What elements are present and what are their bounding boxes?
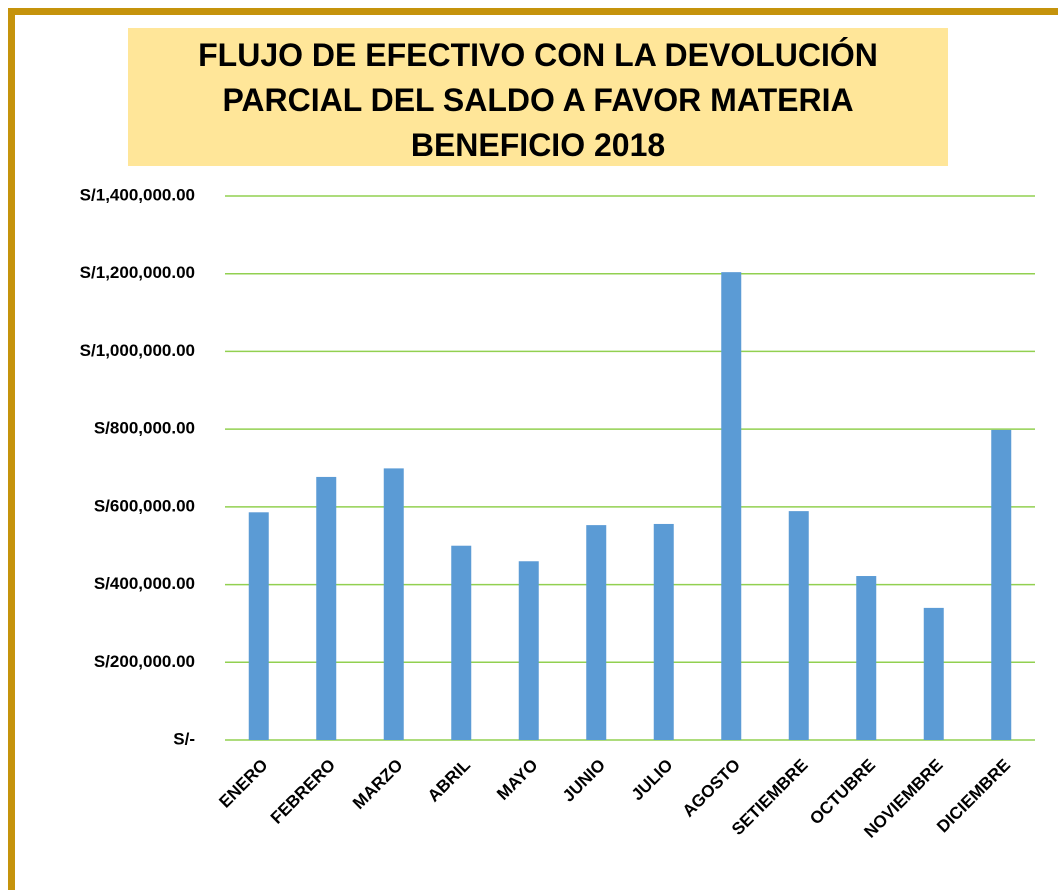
bar (586, 525, 607, 740)
y-tick-label: S/200,000.00 (94, 652, 195, 671)
bar (248, 512, 269, 740)
y-tick-label: S/600,000.00 (94, 496, 195, 515)
border-left (8, 8, 15, 890)
title-box (128, 28, 948, 166)
y-tick-label: S/- (173, 729, 195, 748)
bar (383, 468, 404, 740)
y-tick-label: S/1,200,000.00 (80, 263, 195, 282)
y-tick-label: S/1,000,000.00 (80, 341, 195, 360)
bar (856, 576, 877, 740)
bar (518, 561, 539, 740)
bar (451, 545, 472, 740)
chart-title: PARCIAL DEL SALDO A FAVOR MATERIA (222, 82, 853, 118)
bar (991, 429, 1012, 740)
border-top (8, 8, 1058, 15)
bar (721, 272, 742, 740)
chart-title: FLUJO DE EFECTIVO CON LA DEVOLUCIÓN (198, 37, 878, 73)
bar (923, 607, 944, 740)
bar (316, 476, 337, 740)
bar (788, 511, 809, 740)
y-tick-label: S/1,400,000.00 (80, 185, 195, 204)
bar (653, 523, 674, 740)
y-tick-label: S/800,000.00 (94, 419, 195, 438)
y-tick-label: S/400,000.00 (94, 574, 195, 593)
chart-title: BENEFICIO 2018 (411, 127, 665, 163)
